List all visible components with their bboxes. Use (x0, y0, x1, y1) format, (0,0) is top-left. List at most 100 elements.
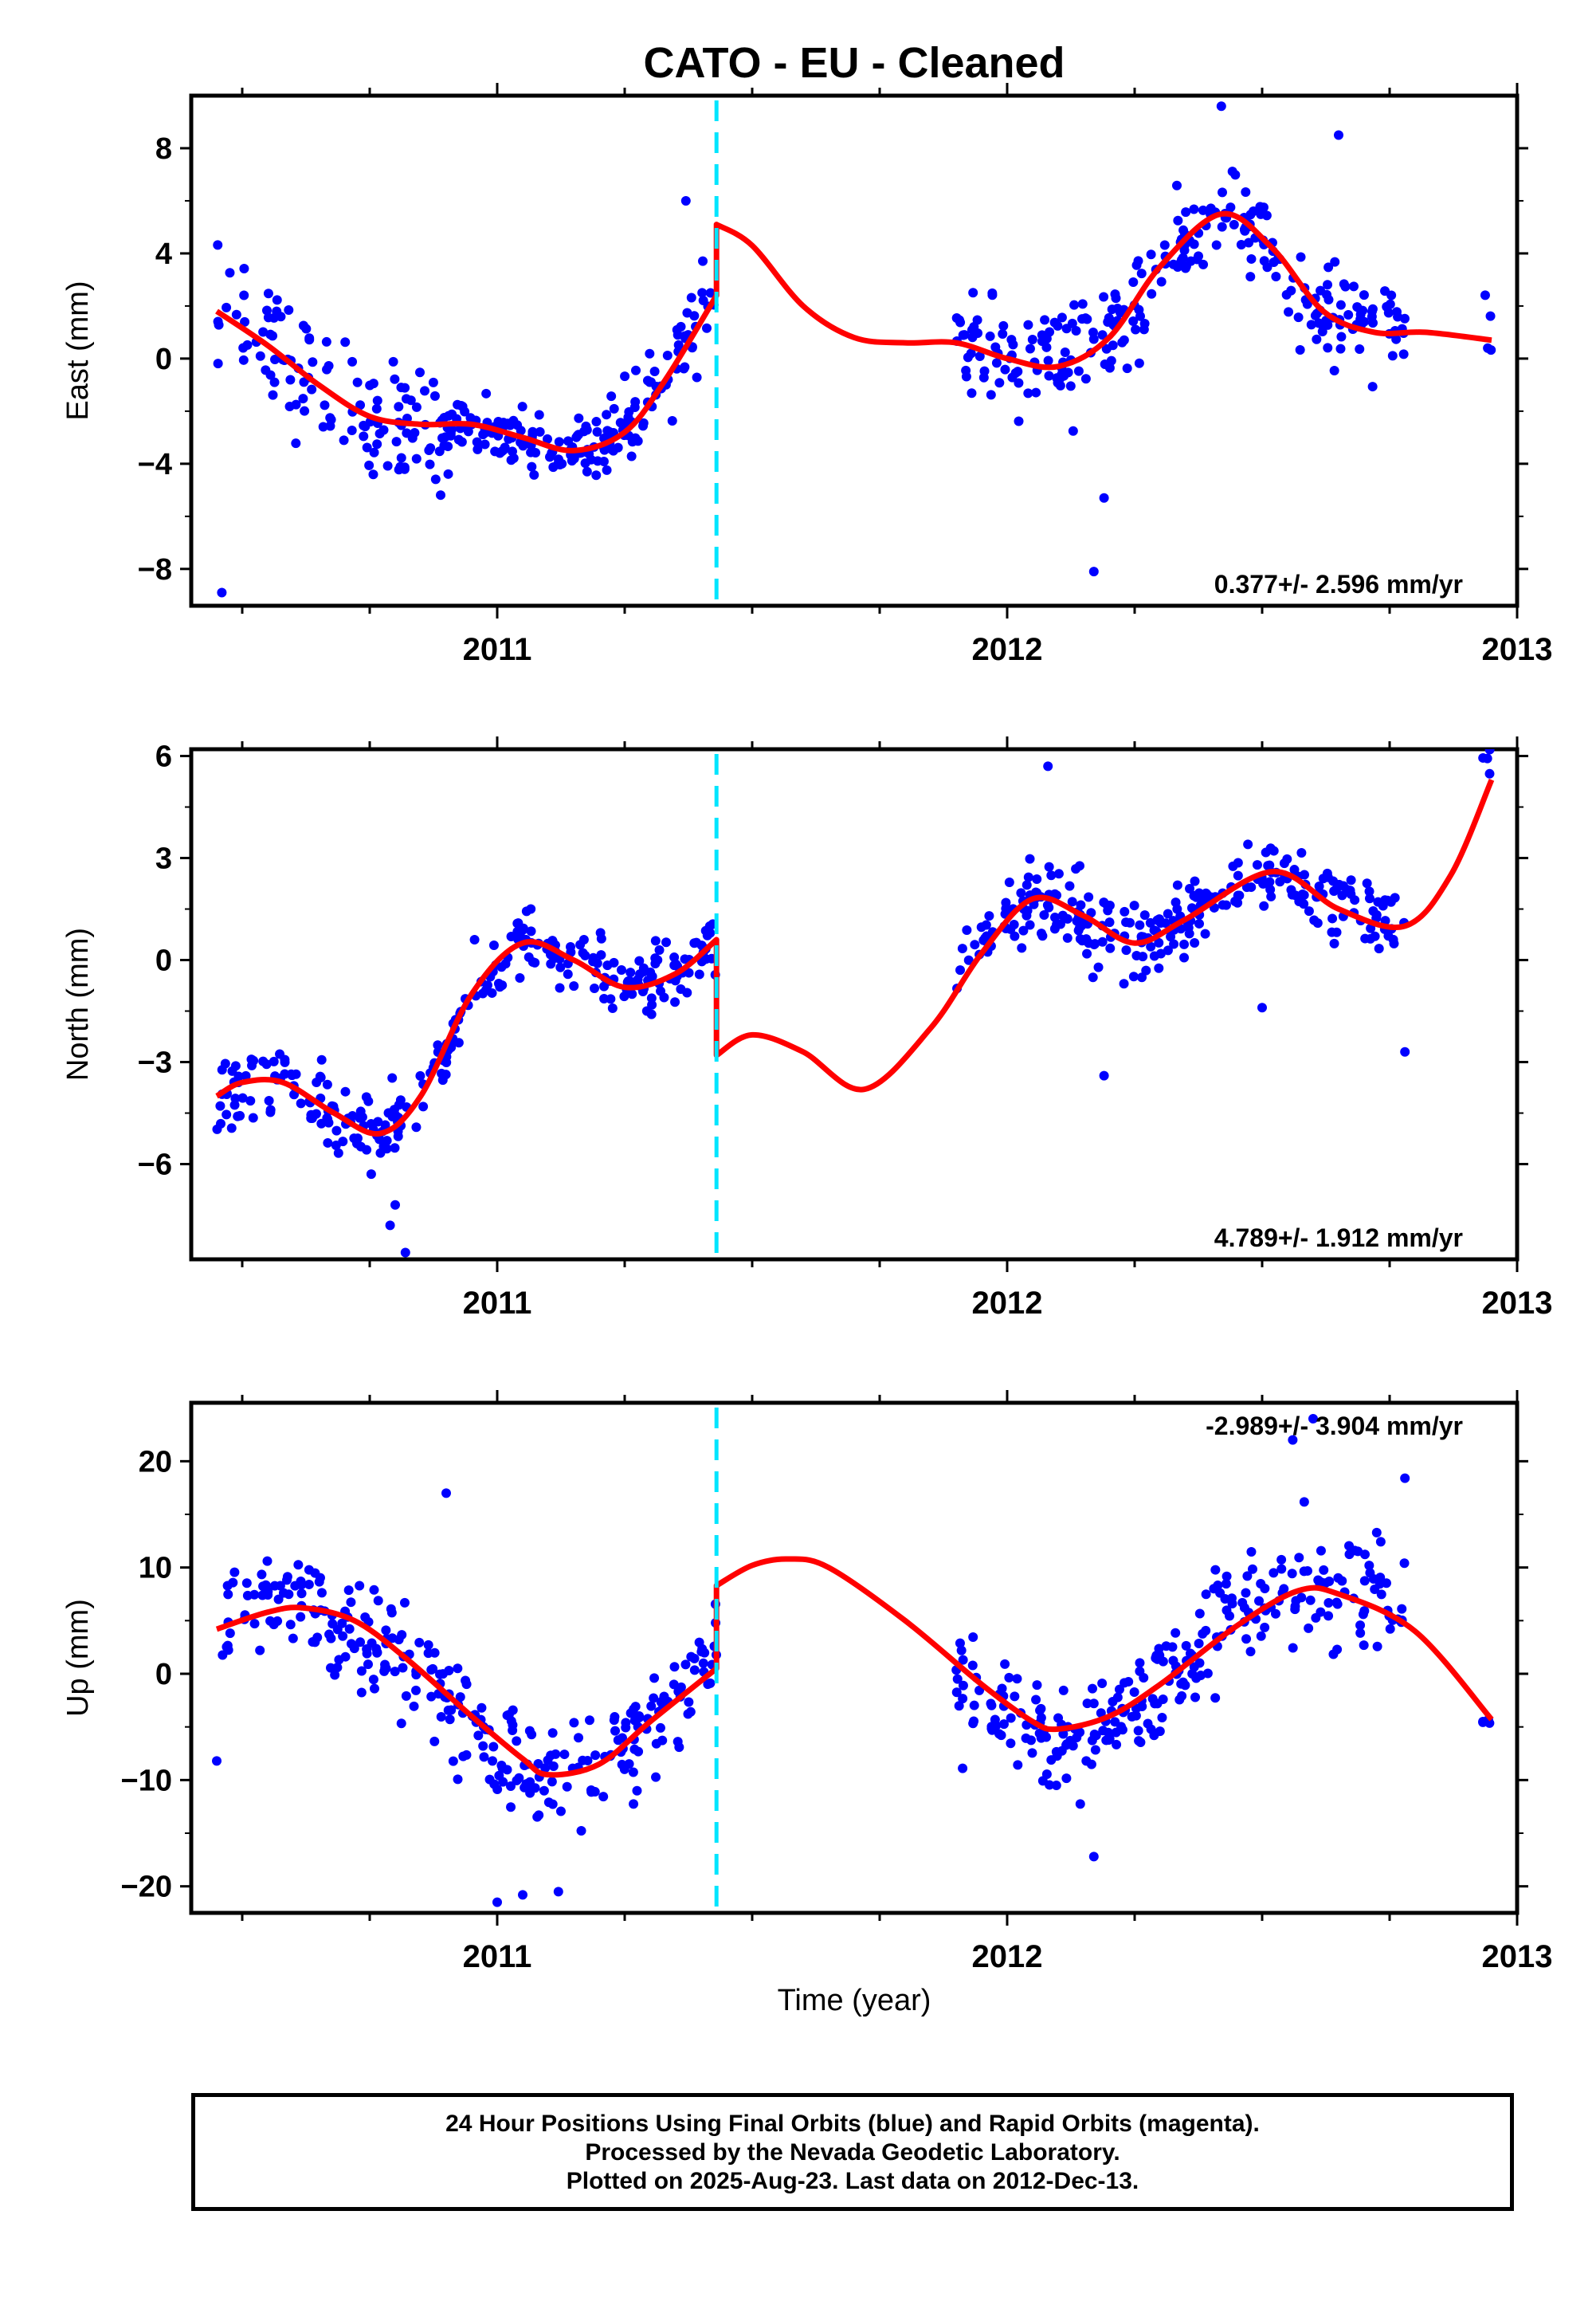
data-point (1120, 906, 1130, 917)
data-point (1114, 1684, 1124, 1694)
data-point (1010, 931, 1020, 941)
data-point (1260, 1583, 1270, 1593)
data-point (428, 1663, 438, 1674)
data-point (1244, 238, 1254, 248)
data-point (212, 1124, 222, 1134)
data-point (390, 1200, 400, 1210)
data-point (323, 1137, 333, 1148)
data-point (347, 356, 358, 367)
data-point (1344, 1541, 1355, 1551)
data-point (625, 968, 636, 978)
data-point (1213, 1581, 1223, 1591)
data-point (1331, 1597, 1342, 1608)
data-point (472, 437, 482, 447)
data-point (1133, 1726, 1143, 1736)
data-point (670, 997, 680, 1007)
data-point (998, 320, 1009, 331)
data-point (649, 1673, 660, 1683)
data-point (369, 1585, 379, 1595)
data-point (241, 1070, 251, 1081)
data-point (489, 1779, 500, 1789)
data-point (1108, 1697, 1118, 1707)
data-point (1096, 1708, 1106, 1718)
data-point (1053, 869, 1064, 879)
data-point (390, 1143, 400, 1153)
data-point (367, 1638, 377, 1648)
data-point (555, 983, 565, 993)
data-point (606, 391, 617, 402)
data-point (382, 1136, 392, 1146)
data-point (1001, 897, 1011, 908)
data-point (626, 451, 637, 461)
data-point (694, 1637, 704, 1647)
data-point (662, 350, 673, 360)
data-point (1265, 885, 1276, 895)
data-point (1105, 943, 1116, 953)
data-point (1155, 948, 1166, 959)
data-point (1000, 364, 1010, 375)
data-point (1093, 962, 1104, 972)
data-point (1060, 348, 1070, 358)
data-point (1327, 927, 1337, 937)
data-point (689, 311, 700, 321)
data-point (220, 1058, 230, 1069)
data-point (338, 1631, 348, 1641)
data-point (300, 406, 310, 416)
data-point (368, 1675, 378, 1685)
data-point (388, 356, 398, 367)
data-point (967, 388, 977, 399)
data-point (1211, 240, 1222, 250)
data-point (1360, 933, 1371, 944)
data-point (1276, 1554, 1287, 1565)
data-point (667, 415, 677, 426)
data-point (1022, 880, 1032, 890)
data-point (655, 1722, 665, 1733)
data-point (1200, 929, 1210, 939)
data-point (444, 1665, 454, 1675)
data-point (517, 402, 527, 412)
data-point (268, 331, 278, 341)
data-point (268, 390, 278, 400)
data-point (1201, 888, 1211, 898)
data-point (396, 1718, 406, 1729)
data-point (1006, 1738, 1016, 1749)
data-point (669, 1662, 680, 1672)
y-tick-label: 0 (155, 1658, 172, 1691)
data-point (542, 434, 552, 444)
data-point (609, 403, 619, 414)
data-point (500, 959, 511, 969)
rate-annotation: -2.989+/- 3.904 mm/yr (1206, 1412, 1463, 1440)
data-point (411, 402, 422, 412)
data-point (951, 1687, 962, 1698)
data-point (1077, 314, 1088, 324)
data-point (1082, 1698, 1092, 1709)
fit-curve (215, 210, 1492, 454)
data-point (1259, 901, 1269, 911)
data-point (1245, 210, 1256, 220)
data-point (1287, 1569, 1297, 1579)
data-point (1097, 937, 1108, 947)
data-point (569, 981, 579, 992)
data-point (399, 464, 410, 474)
data-point (1187, 1669, 1198, 1679)
data-point (1025, 344, 1035, 354)
data-point (596, 950, 606, 960)
data-point (649, 367, 660, 377)
data-point (1304, 1623, 1314, 1633)
panel-up: −20 −10 0 10 20 2011 2012 2013 Up (mm) -2.989+/- … (61, 1390, 1552, 1974)
data-point (661, 937, 672, 948)
data-point (530, 1783, 540, 1793)
data-point (631, 365, 641, 375)
data-point (409, 1701, 419, 1711)
data-point (495, 982, 505, 992)
data-point (308, 357, 318, 367)
data-point (582, 466, 592, 477)
data-point (1172, 904, 1182, 914)
data-point (968, 1718, 978, 1729)
data-point (576, 1826, 586, 1836)
data-point (553, 1887, 563, 1897)
data-point (650, 936, 661, 946)
data-point (331, 1125, 342, 1136)
y-tick-label: 0 (155, 944, 172, 978)
data-point (604, 426, 614, 437)
